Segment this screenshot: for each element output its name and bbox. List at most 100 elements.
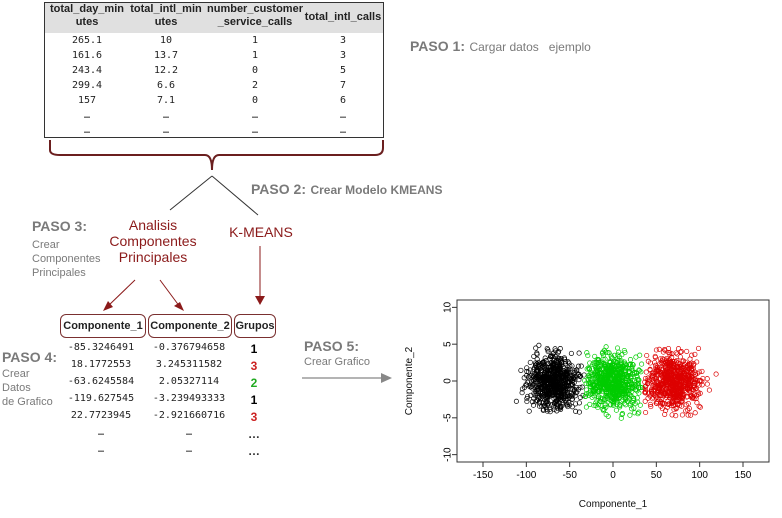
data-point — [679, 385, 685, 391]
data-point — [678, 388, 684, 394]
table-cell: 22.7723945 — [70, 410, 132, 421]
data-point — [617, 366, 623, 372]
data-point — [596, 373, 602, 380]
data-point — [647, 393, 653, 399]
data-point — [677, 354, 683, 360]
data-point — [561, 370, 568, 376]
data-point — [519, 386, 525, 392]
table-cell: -63.6245584 — [67, 376, 135, 387]
data-point — [631, 405, 637, 411]
data-point — [605, 386, 611, 392]
data-point — [673, 386, 679, 393]
data-point — [545, 400, 551, 407]
data-point — [554, 398, 560, 404]
table-cell: -119.627545 — [67, 393, 135, 404]
data-point — [653, 347, 659, 353]
data-point — [604, 389, 610, 395]
data-point — [544, 345, 550, 352]
data-point — [569, 363, 575, 369]
data-point — [553, 388, 559, 394]
data-point — [685, 366, 692, 372]
data-point — [637, 402, 643, 408]
data-point — [601, 361, 607, 367]
group-value: 3 — [250, 359, 258, 373]
data-point — [636, 368, 642, 374]
data-point — [600, 352, 607, 358]
data-point — [660, 378, 666, 384]
column-header: Grupos — [234, 314, 276, 338]
data-point — [601, 408, 607, 414]
data-point — [670, 380, 676, 386]
data-point — [682, 381, 688, 387]
data-point — [617, 388, 623, 394]
data-point — [574, 384, 580, 391]
data-point — [680, 358, 686, 364]
data-point — [524, 365, 530, 371]
data-point — [654, 378, 660, 384]
data-point — [547, 406, 553, 413]
data-point — [587, 379, 593, 386]
data-point — [652, 359, 658, 366]
data-point — [561, 381, 567, 387]
data-point — [645, 358, 651, 364]
data-point — [609, 398, 615, 404]
y-tick-label: -10 — [443, 447, 454, 462]
data-point — [556, 360, 562, 366]
data-point — [572, 401, 579, 407]
data-point — [630, 381, 636, 388]
data-point — [544, 361, 551, 367]
data-point — [585, 365, 591, 371]
data-point — [532, 379, 538, 385]
data-point — [627, 401, 633, 407]
data-point — [619, 412, 625, 418]
data-point — [609, 355, 615, 361]
data-point — [567, 363, 573, 369]
table-cell: -0.376794658 — [152, 342, 226, 353]
table-cell: 157 — [77, 95, 97, 106]
data-point — [671, 359, 677, 365]
data-point — [596, 371, 602, 377]
data-point — [679, 412, 685, 418]
data-point — [536, 400, 542, 406]
data-point — [663, 358, 669, 364]
y-tick-label: 5 — [443, 341, 454, 347]
table-cell: 3.245311582 — [155, 359, 223, 370]
data-point — [531, 371, 537, 377]
data-point — [627, 357, 634, 363]
data-point — [663, 370, 669, 376]
data-point — [628, 362, 634, 368]
data-point — [582, 378, 588, 384]
data-point — [624, 394, 631, 400]
data-point — [674, 364, 680, 371]
data-point — [666, 390, 672, 396]
data-point — [638, 385, 644, 391]
data-point — [556, 389, 562, 395]
data-point — [689, 395, 695, 401]
column-header: number_customer _service_calls — [207, 3, 303, 28]
data-point — [536, 399, 543, 405]
data-point — [577, 373, 583, 379]
data-point — [534, 351, 540, 357]
data-point — [620, 388, 626, 394]
data-point — [627, 412, 633, 418]
data-point — [524, 395, 530, 402]
data-point — [643, 409, 649, 416]
data-point — [546, 391, 552, 397]
data-point — [691, 379, 697, 385]
data-point — [645, 380, 651, 386]
step-2-title: PASO 2: — [251, 181, 306, 197]
data-point — [659, 401, 665, 407]
step-4: PASO 4: Crear Datos de Grafico — [2, 349, 57, 409]
data-point — [579, 384, 585, 390]
table-cell: … — [162, 125, 170, 136]
data-point — [642, 386, 648, 392]
data-point — [621, 359, 627, 365]
data-point — [683, 402, 689, 408]
data-point — [673, 413, 679, 419]
data-point — [685, 407, 691, 413]
data-point — [668, 361, 674, 367]
y-tick-label: 10 — [443, 301, 454, 313]
data-point — [618, 360, 624, 366]
kmeans-node: K-MEANS — [229, 224, 293, 240]
data-point — [545, 364, 551, 371]
